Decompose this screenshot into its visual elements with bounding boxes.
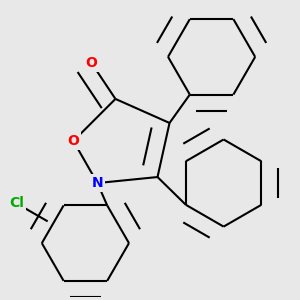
Text: O: O bbox=[68, 134, 79, 148]
Text: Cl: Cl bbox=[9, 196, 24, 210]
Text: O: O bbox=[85, 56, 97, 70]
Text: N: N bbox=[92, 176, 103, 190]
